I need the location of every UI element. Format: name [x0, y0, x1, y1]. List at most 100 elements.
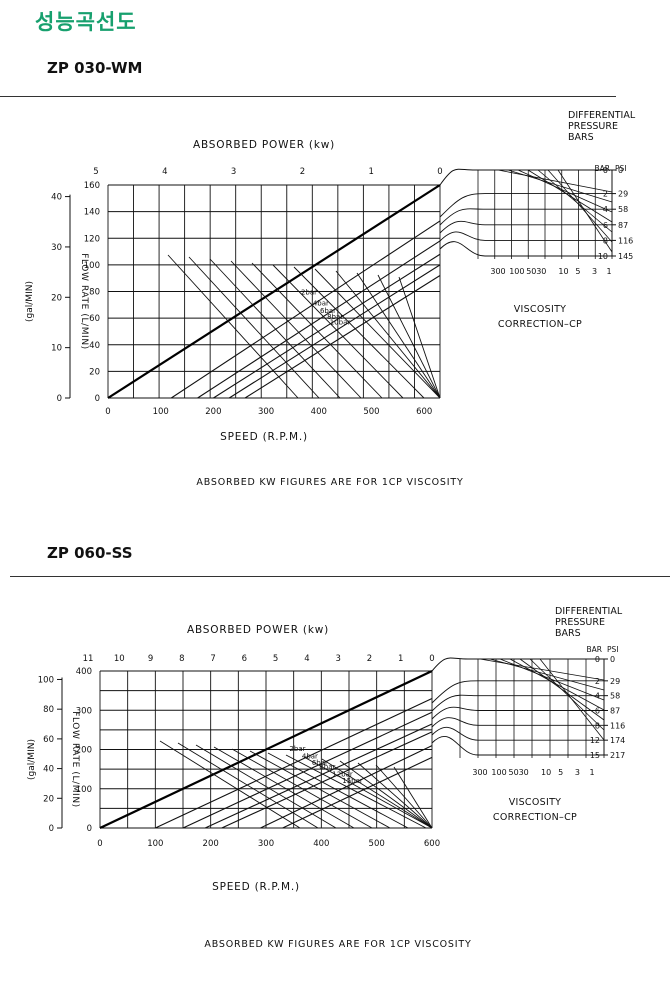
power-contour-line	[377, 274, 441, 399]
pressure-curve-zero	[439, 168, 612, 186]
power-tick-label: 3	[231, 167, 236, 177]
power-contour-line	[314, 268, 441, 399]
pressure-title-line: DIFFERENTIAL	[568, 110, 636, 121]
power-contour-line	[398, 276, 441, 399]
power-tick-label: 2	[300, 167, 305, 177]
viscosity-tick-label: 1	[606, 267, 611, 276]
y-tick-label: 100	[84, 261, 100, 271]
series-line-10bar	[244, 275, 441, 399]
y-tick-label: 300	[76, 706, 92, 716]
pressure-bar-label: 6	[603, 221, 608, 230]
footnote: ABSORBED KW FIGURES ARE FOR 1CP VISCOSIT…	[196, 477, 463, 488]
x-tick-label: 0	[105, 407, 110, 417]
theoretical-flow-line	[99, 670, 433, 829]
series-line-6bar	[213, 253, 441, 399]
pressure-curve	[431, 706, 604, 720]
series-label-15bar: 15bar	[342, 777, 363, 785]
viscosity-label-line: CORRECTION–CP	[493, 812, 577, 823]
viscosity-diagonal	[517, 169, 613, 213]
power-tick-label: 0	[429, 654, 434, 664]
chart-title: ABSORBED POWER (kw)	[187, 624, 329, 636]
viscosity-diagonal	[557, 169, 613, 253]
viscosity-tick-label: 300	[472, 768, 487, 777]
series-label-4bar: 4bar	[313, 300, 329, 308]
pressure-curve	[439, 241, 612, 257]
y-tick-label: 160	[84, 181, 100, 191]
viscosity-grid	[477, 170, 613, 259]
x-tick-label: 500	[369, 839, 385, 849]
pressure-title-line: BARS	[568, 132, 594, 143]
series-label-6bar: 6bar	[320, 307, 336, 315]
series-label-8bar: 8bar	[327, 313, 343, 321]
x-tick-label: 200	[203, 839, 219, 849]
pressure-bar-label: 12	[590, 736, 600, 745]
pressure-bar-label: 15	[590, 751, 600, 760]
y-tick-label: 40	[89, 341, 100, 351]
power-contour-line	[321, 758, 433, 829]
pressure-psi-label: 116	[610, 721, 625, 730]
power-tick-label: 3	[335, 654, 340, 664]
series-line-4bar	[197, 240, 441, 399]
gpm-tick-label: 10	[51, 344, 62, 354]
footnote: ABSORBED KW FIGURES ARE FOR 1CP VISCOSIT…	[204, 939, 471, 950]
pressure-bar-label: 4	[603, 205, 608, 214]
viscosity-tick-label: 5	[558, 768, 563, 777]
y-tick-label: 60	[89, 314, 100, 324]
series-label-6bar: 6bar	[312, 759, 328, 767]
pressure-psi-label: 145	[618, 252, 633, 261]
gpm-tick-label: 100	[38, 675, 54, 685]
series-line-4bar	[182, 711, 433, 829]
pressure-bar-label: 2	[595, 677, 600, 686]
series-label-10bar: 10bar	[330, 319, 351, 327]
viscosity-diagonal	[497, 169, 613, 193]
pressure-psi-label: 0	[610, 655, 615, 664]
power-contour-line	[213, 746, 355, 829]
viscosity-tick-label: 30	[536, 267, 546, 276]
gpm-tick-label: 20	[43, 794, 54, 804]
x-tick-label: 100	[153, 407, 169, 417]
pressure-title-line: PRESSURE	[555, 617, 605, 628]
x-tick-label: 300	[258, 407, 274, 417]
pressure-curve	[439, 208, 612, 226]
series-line-6bar	[204, 723, 433, 829]
pressure-psi-label: 58	[610, 692, 620, 701]
gpm-axis-label: (gal/MIN)	[25, 281, 35, 322]
series-line-8bar	[228, 264, 441, 399]
power-tick-label: 7	[210, 654, 215, 664]
viscosity-diagonal	[547, 169, 613, 243]
x-tick-label: 100	[147, 839, 163, 849]
x-tick-label: 500	[363, 407, 379, 417]
power-tick-label: 1	[398, 654, 403, 664]
y-tick-label: 100	[76, 785, 92, 795]
viscosity-tick-label: 1	[589, 768, 594, 777]
pressure-bar-label: 4	[595, 692, 600, 701]
performance-chart-1: ABSORBED POWER (kw)5 4 3 2 1 00 100 200 300 400 50…	[25, 110, 636, 488]
y-tick-label: 0	[87, 824, 92, 834]
y-tick-label: 120	[84, 234, 100, 244]
power-contour-line	[339, 760, 433, 829]
viscosity-diagonal	[527, 169, 613, 223]
x-tick-label: 200	[205, 407, 221, 417]
power-tick-label: 8	[179, 654, 184, 664]
pressure-bar-label: 8	[603, 236, 608, 245]
power-tick-label: 0	[437, 167, 442, 177]
gpm-tick-label: 30	[51, 243, 62, 253]
gpm-tick-label: 40	[43, 765, 54, 775]
y-axis-label: FLOW RATE (L/MIN)	[79, 253, 89, 350]
gpm-axis-label: (gal/MIN)	[27, 739, 37, 780]
viscosity-label-line: CORRECTION–CP	[498, 319, 582, 330]
power-tick-label: 10	[114, 654, 125, 664]
viscosity-tick-label: 50	[509, 768, 519, 777]
power-contour-line	[393, 766, 433, 829]
pressure-curve	[439, 193, 612, 218]
pressure-title-line: BARS	[555, 628, 581, 639]
viscosity-tick-label: 3	[575, 768, 580, 777]
power-contour-line	[249, 750, 391, 829]
x-axis-label: SPEED (R.P.M.)	[212, 881, 300, 893]
y-tick-label: 200	[76, 746, 92, 756]
power-tick-label: 11	[83, 654, 94, 664]
pressure-curve-zero	[431, 657, 604, 672]
pressure-bar-label: 8	[595, 721, 600, 730]
viscosity-tick-label: 5	[575, 267, 580, 276]
power-tick-label: 6	[242, 654, 247, 664]
